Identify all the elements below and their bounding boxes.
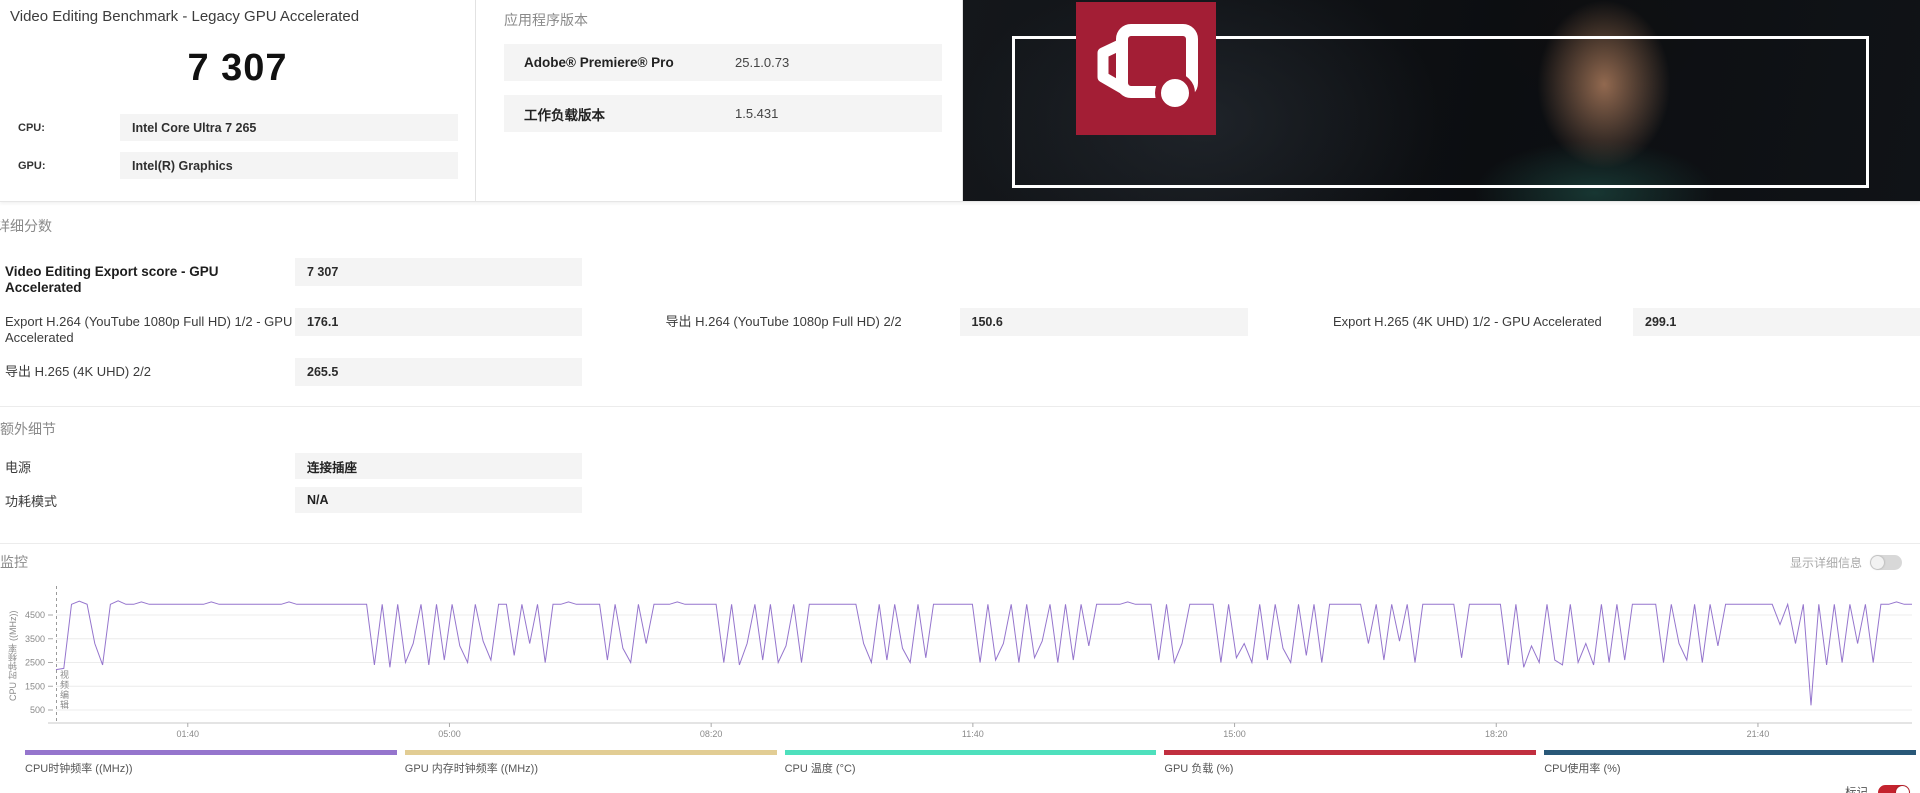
monitoring-chart: 500 1500 2500 3500 4500 01:40 05:00 08:20 11:40 1… xyxy=(0,578,1920,742)
chart-marker-label: 视频编辑 xyxy=(59,670,69,710)
power-mode-value: N/A xyxy=(295,487,582,513)
mark-toggle[interactable] xyxy=(1878,784,1910,793)
gpu-label: GPU: xyxy=(18,159,46,172)
summary-card: Video Editing Benchmark - Legacy GPU Acc… xyxy=(0,0,476,201)
svg-text:3500: 3500 xyxy=(25,634,45,644)
legend-tab-2[interactable]: CPU 温度 (°C) xyxy=(784,750,1157,776)
app-versions-card: 应用程序版本 Adobe® Premiere® Pro 25.1.0.73 工作… xyxy=(476,0,963,201)
extra-details-section: 额外细节 电源 连接插座 功耗模式 N/A xyxy=(0,406,1920,513)
cpu-row: CPU: Intel Core Ultra 7 265 xyxy=(10,114,465,141)
app-version-row: Adobe® Premiere® Pro 25.1.0.73 xyxy=(504,44,942,81)
legend-tab-4[interactable]: CPU使用率 (%) xyxy=(1544,750,1916,776)
score-value: 176.1 xyxy=(295,308,582,336)
score-label: 导出 H.264 (YouTube 1080p Full HD) 2/2 xyxy=(665,314,902,329)
score-label: Video Editing Export score - GPU Acceler… xyxy=(5,264,219,295)
svg-text:4500: 4500 xyxy=(25,610,45,620)
power-label: 电源 xyxy=(5,459,32,475)
app-name: Adobe® Premiere® Pro xyxy=(524,55,674,70)
svg-text:2500: 2500 xyxy=(25,658,45,668)
chart-canvas: 500 1500 2500 3500 4500 01:40 05:00 08:20 11:40 1… xyxy=(25,586,1912,739)
score-value: 299.1 xyxy=(1633,308,1920,336)
workload-version-value: 1.5.431 xyxy=(735,106,779,121)
workload-name: 工作负载版本 xyxy=(524,107,605,123)
cpu-value: Intel Core Ultra 7 265 xyxy=(120,114,458,141)
svg-text:18:20: 18:20 xyxy=(1485,729,1508,739)
monitoring-header: 监控 xyxy=(0,554,28,570)
chart-legend: CPU时钟频率 ((MHz)) GPU 内存时钟频率 ((MHz)) CPU 温度 … xyxy=(25,750,1916,776)
gpu-value: Intel(R) Graphics xyxy=(120,152,458,179)
extra-details-header: 额外细节 xyxy=(0,421,56,437)
svg-text:05:00: 05:00 xyxy=(438,729,461,739)
benchmark-title: Video Editing Benchmark - Legacy GPU Acc… xyxy=(10,8,360,25)
legend-tab-3[interactable]: GPU 负载 (%) xyxy=(1164,750,1537,776)
legend-label: CPU使用率 (%) xyxy=(1544,763,1621,775)
app-versions-header: 应用程序版本 xyxy=(504,12,588,28)
score-value: 265.5 xyxy=(295,358,582,386)
score-value: 7 307 xyxy=(295,258,582,286)
legend-label: GPU 负载 (%) xyxy=(1164,763,1234,775)
video-camera-icon xyxy=(1076,2,1216,135)
app-version-value: 25.1.0.73 xyxy=(735,55,790,70)
gpu-row: GPU: Intel(R) Graphics xyxy=(10,152,465,179)
legend-color-bar xyxy=(1544,750,1916,755)
mark-label: 标记 xyxy=(1845,787,1868,793)
overall-score: 7 307 xyxy=(187,47,288,89)
hero-image xyxy=(963,0,1920,201)
detailed-scores-header: 详细分数 xyxy=(0,218,52,234)
score-label: 导出 H.265 (4K UHD) 2/2 xyxy=(5,364,151,379)
svg-text:08:20: 08:20 xyxy=(700,729,723,739)
legend-label: GPU 内存时钟频率 ((MHz)) xyxy=(404,763,539,775)
svg-text:21:40: 21:40 xyxy=(1747,729,1770,739)
legend-tab-1[interactable]: GPU 内存时钟频率 ((MHz)) xyxy=(404,750,777,776)
score-value: 150.6 xyxy=(959,308,1248,336)
workload-version-row: 工作负载版本 1.5.431 xyxy=(504,95,942,132)
legend-color-bar xyxy=(1164,750,1537,755)
legend-color-bar xyxy=(784,750,1157,755)
score-row: 导出 H.265 (4K UHD) 2/2 265.5 xyxy=(0,358,1920,386)
power-value: 连接插座 xyxy=(295,453,582,479)
legend-color-bar xyxy=(404,750,777,755)
svg-text:1500: 1500 xyxy=(25,681,45,691)
chart-y-axis-label: CPU 时钟频率 ((MHz)) xyxy=(8,610,18,702)
power-row: 电源 连接插座 xyxy=(0,453,1920,479)
power-mode-label: 功耗模式 xyxy=(5,493,58,509)
legend-tab-0[interactable]: CPU时钟频率 ((MHz)) xyxy=(25,750,397,776)
score-label: Export H.264 (YouTube 1080p Full HD) 1/2… xyxy=(5,314,293,345)
score-label: Export H.265 (4K UHD) 1/2 - GPU Accelera… xyxy=(1333,314,1602,329)
legend-label: CPU 温度 (°C) xyxy=(784,763,856,775)
legend-color-bar xyxy=(25,750,397,755)
cpu-label: CPU: xyxy=(18,121,45,134)
monitoring-section: 监控 显示详细信息 500 1500 2500 3500 4500 01:40 05:00 0… xyxy=(0,543,1920,793)
svg-text:01:40: 01:40 xyxy=(177,729,200,739)
svg-text:15:00: 15:00 xyxy=(1223,729,1246,739)
show-details-toggle[interactable] xyxy=(1870,554,1902,570)
svg-text:500: 500 xyxy=(30,705,45,715)
show-details-label: 显示详细信息 xyxy=(1789,555,1862,570)
score-row: Export H.264 (YouTube 1080p Full HD) 1/2… xyxy=(0,308,1920,346)
hero-frame xyxy=(1012,36,1869,188)
top-strip: Video Editing Benchmark - Legacy GPU Acc… xyxy=(0,0,1920,202)
score-row: Video Editing Export score - GPU Acceler… xyxy=(0,258,1920,296)
detailed-scores-section: 详细分数 Video Editing Export score - GPU Ac… xyxy=(0,202,1920,386)
svg-text:11:40: 11:40 xyxy=(962,729,984,739)
power-mode-row: 功耗模式 N/A xyxy=(0,487,1920,513)
legend-label: CPU时钟频率 ((MHz)) xyxy=(25,763,133,775)
